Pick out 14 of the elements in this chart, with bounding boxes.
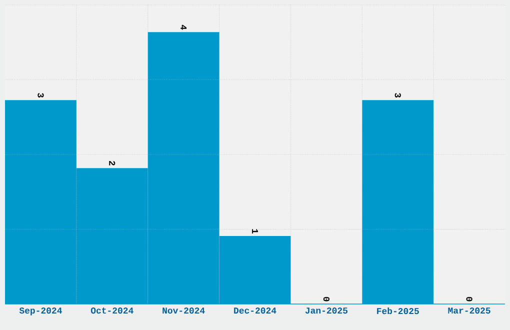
data-label: 0 <box>323 296 330 302</box>
data-label: 2 <box>109 161 116 166</box>
data-label: 1 <box>252 229 258 234</box>
data-label: 3 <box>38 92 44 98</box>
x-tick-label: Jan-2025 <box>305 308 348 314</box>
x-tick-label: Dec-2024 <box>234 308 276 314</box>
x-tick-label: Sep-2024 <box>19 308 62 316</box>
data-label: 3 <box>394 92 401 98</box>
data-label: 4 <box>180 24 187 30</box>
x-tick-label: Mar-2025 <box>448 308 490 314</box>
x-tick-label: Nov-2024 <box>162 308 205 314</box>
data-label: 0 <box>466 296 472 302</box>
x-tick-label: Feb-2025 <box>377 308 419 314</box>
x-tick-label: Oct-2024 <box>90 308 134 314</box>
